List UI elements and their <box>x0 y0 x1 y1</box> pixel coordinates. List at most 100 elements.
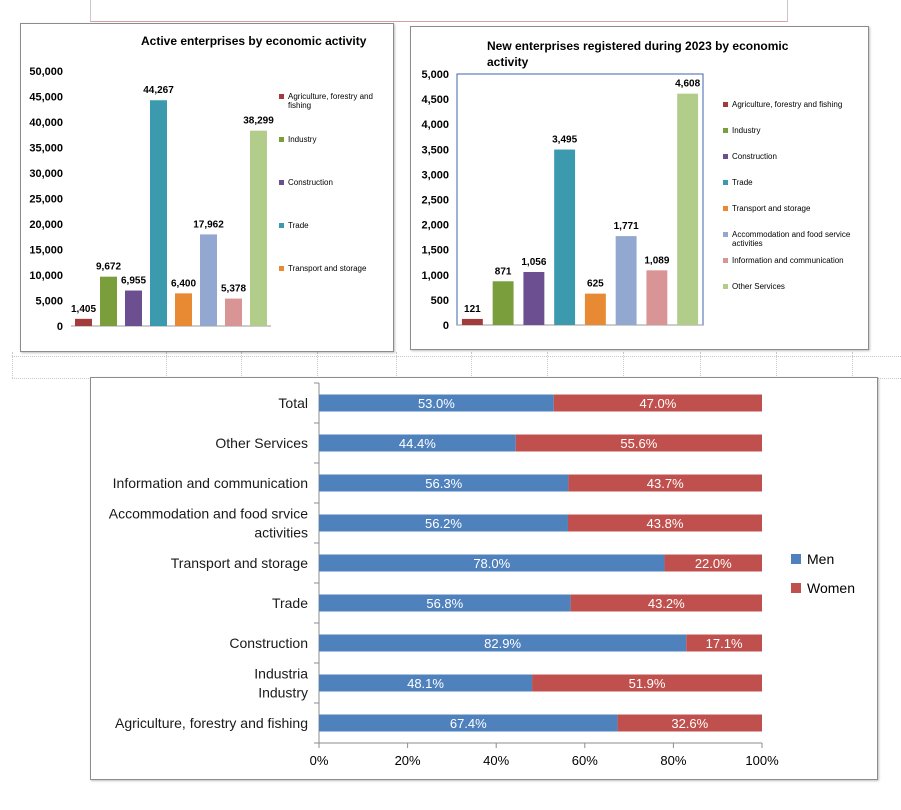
y-tick-label: 5,000 <box>421 69 449 81</box>
bar <box>75 318 92 326</box>
sheet-gridline <box>471 352 472 378</box>
data-label-men: 82.9% <box>484 636 521 651</box>
legend-label: Accommodation and food service activities <box>732 230 851 248</box>
sheet-gridline <box>12 356 901 357</box>
x-tick-label: 20% <box>395 753 421 768</box>
data-label-women: 55.6% <box>620 436 657 451</box>
bar-women <box>515 434 762 452</box>
data-label: 38,299 <box>243 116 274 127</box>
y-tick-label: 30,000 <box>29 168 63 180</box>
legend-swatch <box>791 583 801 593</box>
data-label-men: 53.0% <box>418 396 455 411</box>
legend-label: Trade <box>732 178 753 187</box>
bar <box>200 234 217 326</box>
chart-title: Active enterprises by economic activity <box>141 34 367 48</box>
y-tick-label: 2,000 <box>421 220 449 232</box>
sheet-gridline <box>547 352 548 378</box>
active-enterprises-svg: Active enterprises by economic activity 0… <box>29 34 373 333</box>
data-label: 1,056 <box>521 257 546 268</box>
data-label: 9,672 <box>96 262 121 273</box>
y-tick-label: 4,000 <box>421 119 449 131</box>
bar-men <box>319 514 568 532</box>
bar-women <box>567 514 762 532</box>
data-label-men: 67.4% <box>450 716 487 731</box>
bar-men <box>319 474 569 492</box>
bar <box>125 290 142 326</box>
data-label: 44,267 <box>143 85 174 96</box>
bar <box>100 276 117 326</box>
sheet-gridline <box>241 352 242 378</box>
y-tick-label: 40,000 <box>29 117 63 129</box>
data-label: 1,089 <box>644 255 669 266</box>
data-label-men: 56.8% <box>426 596 463 611</box>
data-label-women: 32.6% <box>671 716 708 731</box>
data-label: 1,771 <box>614 221 639 232</box>
bar-women <box>617 714 762 732</box>
data-label: 871 <box>495 266 512 277</box>
legend-swatch <box>723 102 728 107</box>
data-label-men: 56.2% <box>425 516 462 531</box>
legend-swatch <box>723 258 728 263</box>
bar-men <box>319 674 533 692</box>
data-label-women: 22.0% <box>695 556 732 571</box>
data-label: 6,955 <box>121 276 146 287</box>
x-tick-label: 60% <box>572 753 598 768</box>
data-label-men: 48.1% <box>407 676 444 691</box>
bar-women <box>570 594 762 612</box>
legend-label: Construction <box>732 152 777 161</box>
bar-women <box>553 394 762 412</box>
legend-label: Construction <box>288 178 333 187</box>
new-enterprises-svg: New enterprises registered during 2023 b… <box>421 39 851 332</box>
data-label-men: 44.4% <box>399 436 436 451</box>
category-label: Construction <box>229 635 308 651</box>
bar-women <box>686 634 762 652</box>
y-tick-label: 10,000 <box>29 270 63 282</box>
data-label-men: 56.3% <box>425 476 462 491</box>
legend-swatch <box>723 128 728 133</box>
legend-swatch <box>723 206 728 211</box>
category-label: Transport and storage <box>171 555 308 571</box>
legend-label: Women <box>807 580 855 596</box>
sheet-gridline <box>166 352 167 378</box>
bar <box>554 149 576 325</box>
gender-share-chart[interactable]: 0% 20% 40% 60% 80% 100% Total 53.0% 47.0% Other S… <box>90 377 878 780</box>
data-label: 4,608 <box>675 79 700 90</box>
y-tick-label: 500 <box>431 295 449 307</box>
bar <box>175 293 192 326</box>
selection-frame <box>90 0 788 22</box>
chart-title: New enterprises registered during 2023 b… <box>487 39 789 53</box>
legend-label: Agriculture, forestry and fishing <box>288 92 373 110</box>
bar <box>225 298 242 326</box>
data-label-women: 17.1% <box>706 636 743 651</box>
category-label: Industry <box>258 685 308 701</box>
active-enterprises-chart[interactable]: Active enterprises by economic activity 0… <box>20 23 394 352</box>
legend-label: Other Services <box>732 282 785 291</box>
legend-swatch <box>723 154 728 159</box>
y-tick-label: 15,000 <box>29 245 63 257</box>
y-tick-label: 1,000 <box>421 270 449 282</box>
category-label: Accommodation and food srvice <box>109 506 308 522</box>
sheet-gridline <box>776 352 777 378</box>
data-label: 1,405 <box>71 304 96 315</box>
y-tick-label: 45,000 <box>29 92 63 104</box>
data-label-women: 43.2% <box>648 596 685 611</box>
bar <box>677 93 699 325</box>
category-label: Other Services <box>215 435 308 451</box>
legend-swatch <box>279 223 284 228</box>
sheet-gridline <box>317 352 318 378</box>
new-enterprises-chart[interactable]: New enterprises registered during 2023 b… <box>410 26 869 350</box>
category-label: Total <box>278 395 308 411</box>
y-tick-label: 1,500 <box>421 245 449 257</box>
bar <box>523 271 545 325</box>
legend-swatch <box>279 180 284 185</box>
y-tick-label: 2,500 <box>421 195 449 207</box>
sheet-gridline <box>852 352 853 378</box>
bar-men <box>319 394 554 412</box>
y-tick-label: 35,000 <box>29 143 63 155</box>
bar <box>461 318 483 325</box>
data-label-women: 47.0% <box>639 396 676 411</box>
legend-swatch <box>279 266 284 271</box>
bar <box>615 236 637 325</box>
y-tick-label: 50,000 <box>29 66 63 78</box>
category-label: Information and communication <box>113 475 308 491</box>
